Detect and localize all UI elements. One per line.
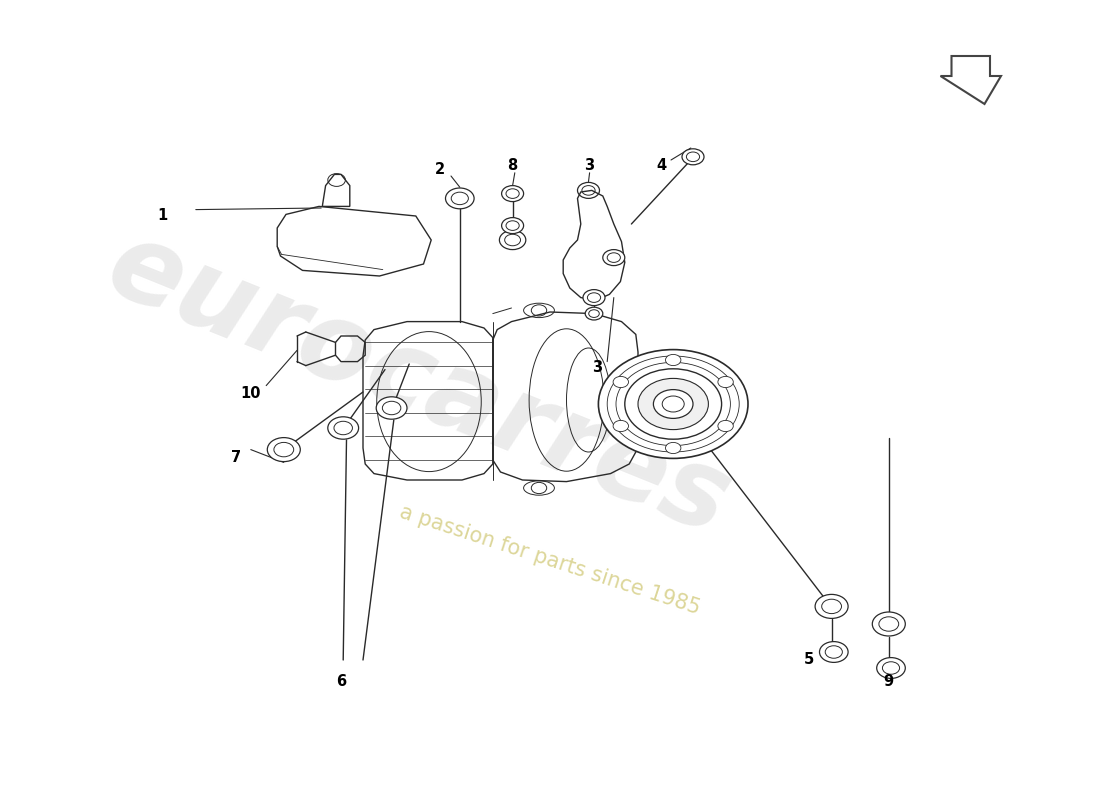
- Circle shape: [376, 397, 407, 419]
- Circle shape: [718, 376, 734, 388]
- Circle shape: [502, 218, 524, 234]
- Text: 6: 6: [336, 674, 346, 689]
- Circle shape: [682, 149, 704, 165]
- Circle shape: [502, 186, 524, 202]
- Text: 10: 10: [241, 386, 261, 401]
- Circle shape: [583, 290, 605, 306]
- Circle shape: [598, 350, 748, 458]
- Circle shape: [585, 307, 603, 320]
- Circle shape: [613, 421, 628, 432]
- Circle shape: [872, 612, 905, 636]
- Circle shape: [666, 354, 681, 366]
- Text: 7: 7: [231, 450, 242, 465]
- Text: 1: 1: [157, 209, 168, 223]
- Text: 2: 2: [434, 162, 446, 177]
- Polygon shape: [940, 56, 1001, 104]
- Circle shape: [328, 417, 359, 439]
- Circle shape: [666, 442, 681, 454]
- Text: eurocarres: eurocarres: [91, 211, 745, 557]
- Circle shape: [877, 658, 905, 678]
- Circle shape: [638, 378, 708, 430]
- Text: 9: 9: [883, 674, 894, 689]
- Circle shape: [662, 396, 684, 412]
- Text: 3: 3: [584, 158, 595, 173]
- Circle shape: [625, 369, 722, 439]
- Circle shape: [446, 188, 474, 209]
- Circle shape: [613, 376, 628, 388]
- Text: 8: 8: [507, 158, 518, 173]
- Text: 4: 4: [656, 158, 667, 173]
- Circle shape: [820, 642, 848, 662]
- Circle shape: [499, 230, 526, 250]
- Circle shape: [815, 594, 848, 618]
- Circle shape: [653, 390, 693, 418]
- Text: a passion for parts since 1985: a passion for parts since 1985: [397, 502, 703, 618]
- Circle shape: [718, 421, 734, 432]
- Text: 5: 5: [803, 653, 814, 667]
- Circle shape: [603, 250, 625, 266]
- Circle shape: [578, 182, 600, 198]
- Circle shape: [267, 438, 300, 462]
- Text: 3: 3: [592, 361, 603, 375]
